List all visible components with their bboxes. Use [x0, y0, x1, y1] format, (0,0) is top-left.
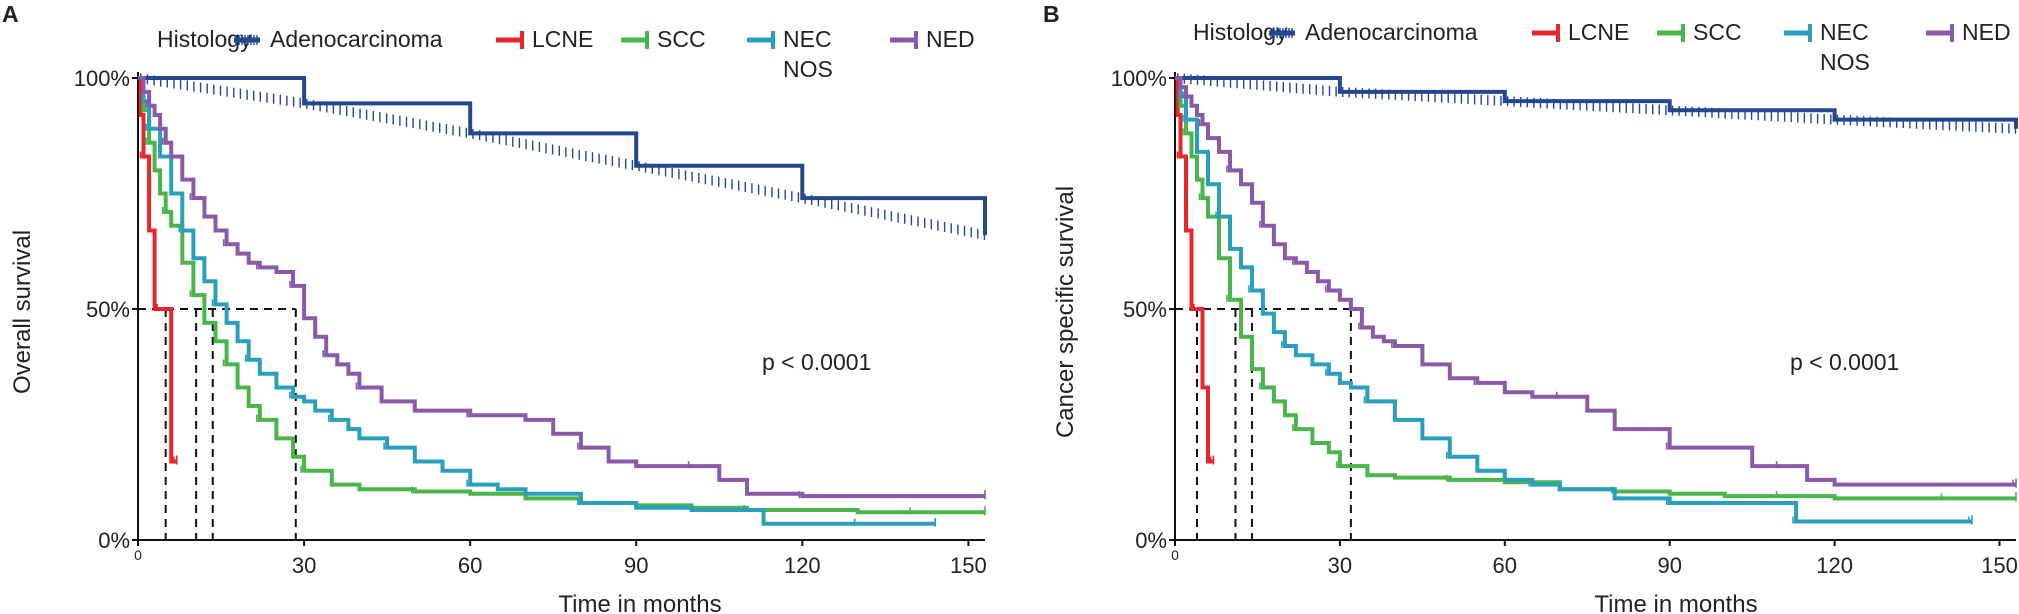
x-tick-label: 0: [1171, 547, 1179, 563]
x-axis-title: Time in months: [1594, 591, 1757, 614]
legend-label-adenocarcinoma: Adenocarcinoma: [270, 26, 443, 52]
x-tick-label: 30: [292, 553, 316, 578]
censor-ticks-scc: [145, 137, 986, 516]
plot-area: 0 30 60 90 120 150 0% 50% 100%: [1111, 66, 2018, 578]
legend-label-nec-nos: NOS: [1820, 49, 1870, 75]
y-tick-label: 100%: [74, 66, 130, 91]
legend-label-lcne: LCNE: [532, 26, 593, 52]
censor-ticks-ned: [1182, 91, 2017, 488]
censor-ticks-adenocarcinoma: [1177, 73, 2017, 134]
legend-label-ned: NED: [926, 26, 975, 52]
panel-label: A: [2, 1, 19, 27]
series-line-nec-nos: [138, 76, 936, 526]
p-value-annotation: p < 0.0001: [1790, 349, 1899, 375]
series-line-lcne: [1175, 76, 1214, 464]
y-tick-label: 50%: [1123, 297, 1167, 322]
censor-ticks-nec-nos: [1182, 114, 1973, 525]
x-axis-title: Time in months: [558, 591, 721, 614]
censor-ticks-scc: [1182, 128, 2017, 502]
legend-label-scc: SCC: [657, 26, 706, 52]
series-line-scc: [138, 76, 985, 515]
y-tick-label: 50%: [86, 297, 130, 322]
censor-ticks-ned: [145, 100, 986, 500]
legend-censor-ticks: [1270, 28, 1293, 38]
x-tick-label: 90: [1657, 553, 1681, 578]
series-line-ned: [138, 76, 985, 499]
series-line-adenocarcinoma: [138, 76, 987, 236]
series-line-scc: [1175, 76, 2016, 501]
x-tick-label: 60: [458, 553, 482, 578]
series-line-adenocarcinoma: [1175, 76, 2018, 129]
y-tick-label: 0%: [98, 528, 130, 553]
x-tick-label: 0: [134, 547, 142, 563]
series-line-ned: [1175, 76, 2016, 487]
x-tick-label: 30: [1328, 553, 1352, 578]
x-tick-label: 120: [1816, 553, 1853, 578]
legend-label-nec-nos: NEC: [783, 26, 832, 52]
panel-b: B Histology Adenocarcinoma LCNE SCC NECNOSN…: [1043, 1, 2018, 614]
x-tick-label: 150: [1981, 553, 2018, 578]
series-line-nec-nos: [1175, 76, 1972, 524]
plot-area: 0 30 60 90 120 150 0% 50% 100%: [74, 66, 987, 578]
y-axis-title: Cancer specific survival: [1052, 186, 1079, 438]
x-tick-label: 60: [1493, 553, 1517, 578]
censor-ticks-lcne: [1176, 151, 1215, 465]
legend-label-nec-nos: NEC: [1820, 19, 1869, 45]
x-tick-label: 150: [950, 553, 987, 578]
p-value-annotation: p < 0.0001: [762, 349, 871, 375]
censor-ticks-adenocarcinoma: [140, 73, 986, 240]
panel-label: B: [1043, 1, 1060, 27]
panel-a: A Histology Adenocarcinoma LCNE SCC NECNOSN…: [2, 1, 987, 614]
series-line-lcne: [138, 76, 177, 464]
y-tick-label: 0%: [1135, 528, 1167, 553]
censor-ticks-nec-nos: [145, 123, 936, 527]
legend-label-nec-nos: NOS: [783, 56, 833, 82]
legend-label-lcne: LCNE: [1568, 19, 1629, 45]
legend-label-adenocarcinoma: Adenocarcinoma: [1305, 19, 1478, 45]
x-tick-label: 90: [624, 553, 648, 578]
legend-censor-ticks: [235, 35, 258, 45]
y-tick-label: 100%: [1111, 66, 1167, 91]
x-tick-label: 120: [784, 553, 821, 578]
legend-label-scc: SCC: [1693, 19, 1742, 45]
censor-ticks-lcne: [139, 151, 178, 465]
y-axis-title: Overall survival: [9, 230, 36, 394]
legend-label-ned: NED: [1962, 19, 2011, 45]
